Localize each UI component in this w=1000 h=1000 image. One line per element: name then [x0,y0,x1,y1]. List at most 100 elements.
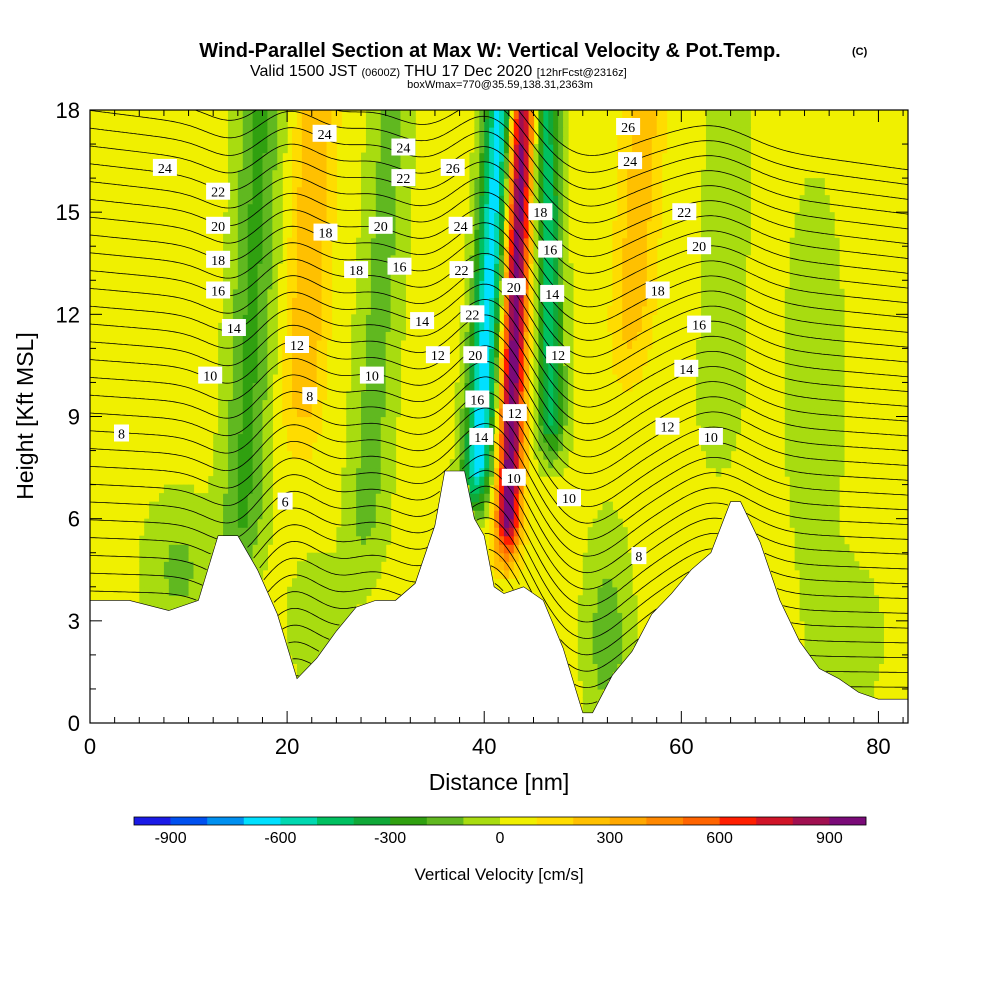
velocity-cell [794,314,801,324]
velocity-cell [528,297,535,307]
velocity-cell [799,535,806,545]
velocity-cell [563,152,569,162]
velocity-cell [306,195,313,205]
velocity-cell [829,629,835,639]
velocity-cell [518,161,525,171]
velocity-cell [814,578,820,588]
velocity-cell [479,220,485,230]
velocity-cell [809,203,815,213]
velocity-cell [321,561,328,571]
velocity-cell [829,348,835,358]
velocity-cell [301,246,308,256]
velocity-cell [390,399,397,409]
velocity-cell [789,382,796,392]
velocity-cell [508,527,515,537]
velocity-cell [237,263,244,273]
velocity-cell [188,586,195,596]
velocity-cell [784,314,791,324]
velocity-cell [361,425,367,435]
velocity-cell [237,459,244,469]
velocity-cell [227,348,234,358]
velocity-cell [232,390,239,401]
velocity-cell [824,450,830,460]
velocity-cell [365,288,372,298]
velocity-cell [829,220,835,230]
velocity-cell [839,297,845,307]
velocity-cell [390,467,397,477]
velocity-cell [701,416,707,426]
velocity-cell [587,527,594,537]
velocity-cell [484,203,490,213]
velocity-cell [784,288,791,298]
velocity-cell [799,603,806,613]
velocity-cell [400,152,406,162]
velocity-cell [819,305,825,315]
colorbar-swatch [536,817,574,825]
velocity-cell [814,646,820,656]
velocity-cell [508,271,515,281]
velocity-cell [489,212,495,222]
velocity-cell [385,237,392,247]
velocity-cell [341,484,347,494]
velocity-cell [518,399,525,409]
velocity-cell [824,416,830,426]
velocity-cell [863,646,870,656]
velocity-cell [267,518,273,528]
velocity-cell [548,254,554,264]
velocity-cell [242,271,249,281]
velocity-cell [262,459,268,469]
velocity-cell [503,399,510,409]
velocity-cell [715,152,722,162]
velocity-cell [321,569,328,579]
velocity-cell [558,161,564,171]
velocity-cell [523,186,530,196]
velocity-cell [296,254,303,264]
velocity-cell [227,135,234,145]
velocity-cell [533,314,540,324]
velocity-cell [538,186,544,196]
velocity-cell [168,527,175,537]
velocity-cell [375,161,382,171]
velocity-cell [311,322,318,332]
velocity-cell [400,229,406,239]
velocity-cell [809,586,815,596]
velocity-cell [301,314,308,324]
velocity-cell [839,331,845,341]
velocity-cell [745,246,751,256]
velocity-cell [257,280,264,290]
velocity-cell [316,263,323,273]
velocity-cell [247,305,254,315]
velocity-cell [272,339,278,349]
velocity-cell [607,544,613,554]
velocity-cell [296,118,303,128]
velocity-cell [257,118,264,128]
velocity-cell [725,186,732,196]
velocity-cell [277,203,283,213]
velocity-cell [316,178,323,188]
velocity-cell [242,339,249,349]
velocity-cell [829,390,835,401]
velocity-cell [361,322,367,332]
velocity-cell [361,390,367,401]
velocity-cell [636,373,643,384]
contour-label: 24 [448,216,473,235]
contour-label-text: 20 [692,240,706,255]
velocity-cell [720,229,727,239]
velocity-cell [380,178,387,188]
velocity-cell [508,237,515,247]
velocity-cell [503,118,510,128]
velocity-cell [365,203,372,213]
velocity-cell [484,314,490,324]
velocity-cell [809,314,815,324]
velocity-cell [400,203,406,213]
velocity-cell [494,459,500,469]
velocity-cell [715,297,722,307]
velocity-cell [834,663,840,673]
velocity-cell [262,467,268,477]
velocity-cell [725,280,732,290]
velocity-cell [632,280,638,290]
velocity-cell [829,416,835,426]
velocity-cell [311,407,318,418]
velocity-cell [705,135,712,145]
